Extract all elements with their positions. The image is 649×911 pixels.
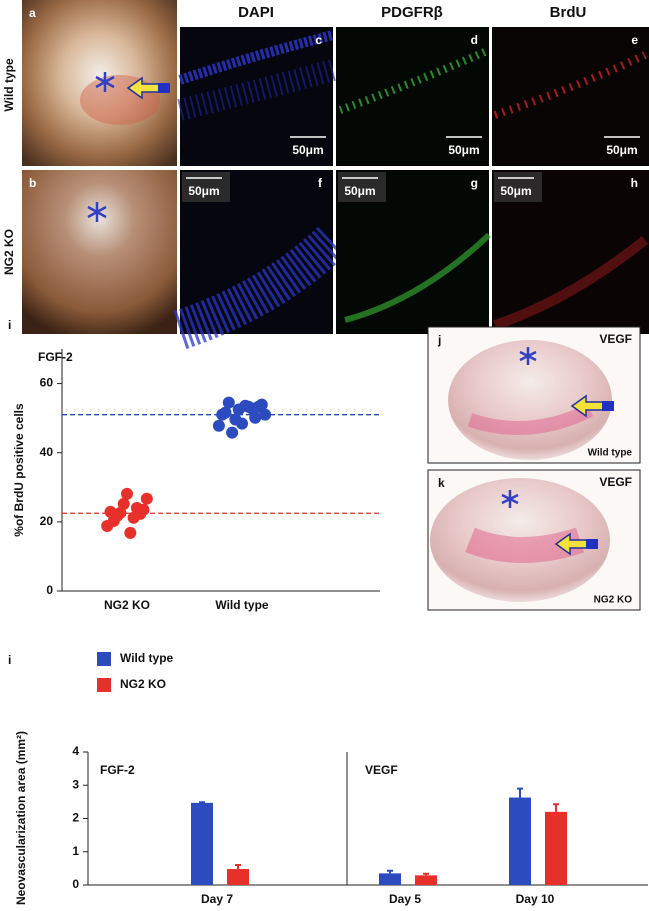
error-bar [199, 801, 205, 804]
photo: 50μm f [173, 170, 347, 349]
legend-swatch [97, 678, 111, 692]
scale-bar-label: 50μm [448, 143, 479, 157]
photo: b [22, 170, 177, 334]
y-tick-label: 0 [72, 877, 79, 891]
scale-bar-label: 50μm [344, 184, 375, 198]
panel-letter: i [8, 318, 11, 332]
panel-letter: f [318, 176, 323, 190]
chart-title: FGF-2 [38, 350, 73, 364]
legend-label: Wild type [120, 651, 174, 665]
scale-bar-label: 50μm [292, 143, 323, 157]
x-tick-label: Day 5 [389, 892, 421, 906]
panel-letter: g [471, 176, 478, 190]
data-point [140, 492, 153, 505]
y-tick-label: 20 [40, 514, 54, 528]
panel-letter: h [631, 176, 638, 190]
data-point [226, 426, 239, 439]
scale-bar-label: 50μm [500, 184, 531, 198]
data-point [222, 396, 235, 409]
panel-letter: i [8, 653, 11, 667]
photo: e 50μm [492, 27, 649, 166]
x-tick-label: Wild type [215, 598, 269, 612]
x-tick-label: Day 10 [516, 892, 555, 906]
scale-bar-label: 50μm [188, 184, 219, 198]
x-tick-label: Day 7 [201, 892, 233, 906]
error-bar [517, 787, 523, 798]
panel-letter: a [29, 6, 36, 20]
photo: d 50μm [336, 27, 491, 166]
photo-label: VEGF [599, 332, 632, 346]
column-header: BrdU [550, 4, 587, 21]
data-point [117, 497, 130, 510]
y-axis-label: Neovascularization area (mm²) [14, 731, 28, 905]
photo-group: NG2 KO [594, 595, 633, 606]
photo: a [22, 0, 177, 166]
panel-letter: c [315, 33, 322, 47]
legend-label: NG2 KO [120, 677, 166, 691]
panel-letter: d [471, 33, 478, 47]
error-bar [387, 869, 393, 874]
panel-label: FGF-2 [100, 763, 135, 777]
bar [415, 875, 437, 885]
y-axis-label: %of BrdU positive cells [12, 403, 26, 537]
y-tick-label: 4 [72, 744, 79, 758]
y-tick-label: 40 [40, 445, 54, 459]
photo: c 50μm [177, 27, 336, 166]
data-point [239, 399, 252, 412]
data-point [259, 408, 272, 421]
row-header: Wild type [2, 58, 16, 112]
photo-label: VEGF [599, 475, 632, 489]
y-tick-label: 3 [72, 777, 79, 791]
photo: j VEGF Wild type [427, 326, 641, 464]
bar [191, 802, 213, 885]
panel-label: VEGF [365, 763, 398, 777]
y-tick-label: 2 [72, 811, 79, 825]
data-point [212, 419, 225, 432]
data-point [124, 526, 137, 539]
legend-swatch [97, 652, 111, 666]
data-point [249, 411, 262, 424]
photo: k VEGF NG2 KO [427, 469, 641, 611]
bar [379, 873, 401, 885]
y-tick-label: 0 [46, 583, 53, 597]
photo-group: Wild type [588, 448, 633, 459]
photo: 50μm g [336, 170, 492, 334]
panel-letter: b [29, 176, 36, 190]
panel-letter: k [438, 476, 445, 490]
row-header: NG2 KO [2, 229, 16, 275]
data-point [229, 413, 242, 426]
error-bar [553, 803, 559, 812]
y-tick-label: 60 [40, 376, 54, 390]
data-point [137, 503, 150, 516]
photo: 50μm h [492, 170, 649, 334]
bar [509, 797, 531, 885]
panel-letter: e [631, 33, 638, 47]
scale-bar-label: 50μm [606, 143, 637, 157]
error-bar [235, 864, 241, 870]
x-tick-label: NG2 KO [104, 598, 150, 612]
error-bar [423, 872, 429, 876]
panel-letter: j [437, 333, 441, 347]
data-point [216, 408, 229, 421]
column-header: DAPI [238, 4, 274, 21]
bar [227, 869, 249, 885]
data-point [121, 487, 133, 500]
y-tick-label: 1 [72, 844, 79, 858]
column-header: PDGFRβ [381, 4, 443, 21]
bar [545, 811, 567, 885]
